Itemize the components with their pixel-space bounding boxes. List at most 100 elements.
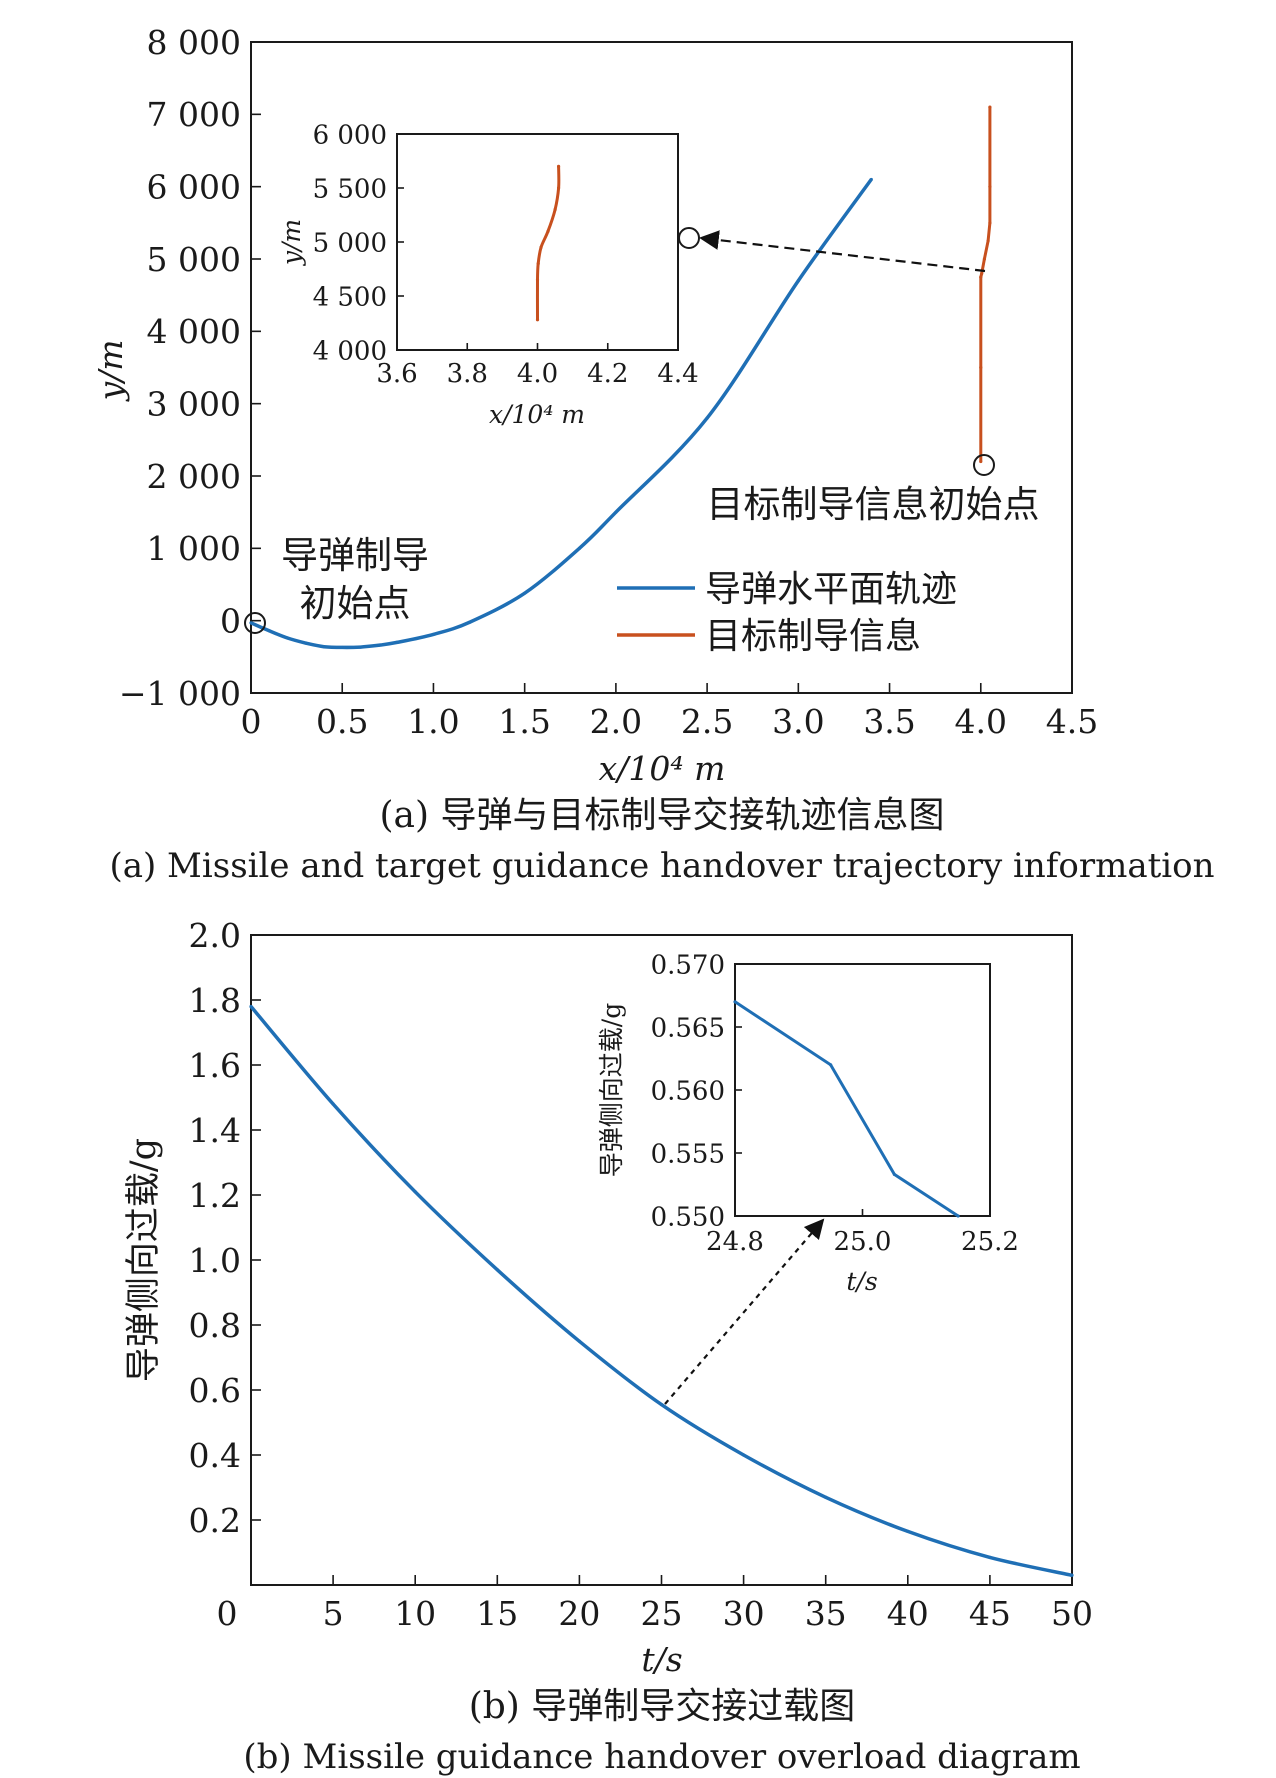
panel-a-plot-frame (250, 41, 1073, 694)
panel-a-series-points (249, 105, 992, 650)
target-guidance-point (988, 105, 992, 109)
panel-b-y-tick-label: 1.8 (189, 981, 241, 1020)
target-guidance-point (988, 185, 992, 189)
panel-a-inset-y-axis-title: y/m (277, 219, 306, 266)
panel-b-x-tick-label: 20 (558, 1594, 600, 1633)
target-guidance-point (979, 365, 983, 370)
missile-trajectory-point (468, 620, 472, 624)
missile-trajectory-point (523, 591, 527, 595)
overload-point (742, 1453, 746, 1457)
panel-a-x-tick-label: 1.5 (498, 702, 550, 741)
panel-a-y-tick-label: 6 000 (147, 168, 241, 207)
panel-b-inset-x-tick-label: 25.0 (834, 1227, 892, 1257)
zoom-arrow (699, 230, 986, 273)
panel-b-y-tick-label: 2.0 (189, 916, 241, 955)
target-guidance-line (979, 107, 992, 462)
overload-point (906, 1529, 910, 1533)
overload-point (659, 1403, 664, 1407)
inset-overload-point (892, 1172, 896, 1177)
overload-point (1070, 1573, 1074, 1577)
panel-a-y-tick-label: 0 (220, 602, 241, 641)
missile-trajectory-point (340, 645, 344, 650)
panel-b-inset-x-tick-label: 24.8 (706, 1227, 764, 1257)
panel-b-inset-y-axis-title: 导弹侧向过载/g (597, 1003, 626, 1177)
panel-b-y-tick-label: 0.8 (189, 1306, 241, 1345)
panel-b-y-tick-label: 0.6 (189, 1371, 241, 1410)
panel-a-x-axis-title: x/10⁴ m (599, 749, 726, 788)
missile-trajectory-point (614, 510, 618, 514)
overload-point (495, 1268, 499, 1272)
legend: 导弹水平面轨迹 目标制导信息 (617, 569, 957, 657)
panel-a-caption-cn: (a) 导弹与目标制导交接轨迹信息图 (380, 795, 945, 836)
missile-start-label-line1: 导弹制导 (281, 534, 429, 577)
zoom-arrow-b (664, 1218, 825, 1405)
inset-overload-line (734, 1000, 959, 1218)
panel-a-caption-en: (a) Missile and target guidance handover… (109, 846, 1214, 886)
panel-a-x-tick-label: 4.5 (1046, 702, 1098, 741)
panel-b-y-axis-title: 导弹侧向过载/g (124, 1138, 164, 1382)
panel-b-x-tick-label: 10 (394, 1594, 436, 1633)
panel-b-inset-x-axis-title: t/s (846, 1267, 877, 1296)
inset-target-point (539, 245, 543, 249)
missile-trajectory-point (267, 629, 271, 633)
panel-a-x-tick-label: 4.0 (955, 702, 1007, 741)
inset-target-line (535, 166, 561, 320)
panel-b-inset-y-tick-label: 0.550 (651, 1202, 725, 1232)
panel-b-inset-series-points (733, 1000, 960, 1218)
panel-b-x-tick-label: 15 (476, 1594, 518, 1633)
panel-a-inset-y-tick-label: 5 500 (313, 174, 387, 204)
panel-b-series-points (249, 1004, 1074, 1577)
missile-trajectory-point (322, 645, 326, 649)
missile-start-label-line2: 初始点 (300, 582, 411, 625)
inset-overload-point (956, 1214, 960, 1218)
target-guidance-point (988, 221, 992, 225)
panel-a-y-axis-title: y/m (91, 339, 130, 402)
panel-a-x-tick-label: 3.0 (772, 702, 824, 741)
target-start-label: 目标制导信息初始点 (707, 483, 1040, 526)
panel-b-y-tick-label: 0.2 (189, 1501, 241, 1540)
inset-target-point (535, 278, 540, 282)
panel-a-x-tick-label: 2.0 (590, 702, 642, 741)
missile-trajectory-point (796, 279, 800, 283)
panel-a-y-tick-label: 2 000 (147, 457, 241, 496)
legend-label-missile: 导弹水平面轨迹 (705, 569, 957, 610)
panel-a-inset-y-tick-label: 4 500 (313, 282, 387, 312)
missile-trajectory-point (395, 640, 399, 644)
panel-a-x-tick-label: 3.5 (863, 702, 915, 741)
panel-a-inset-y-tick-label: 5 000 (313, 228, 387, 258)
panel-b-y-tick-label: 1.4 (189, 1111, 241, 1150)
panel-a-inset-series-points (535, 164, 561, 322)
panel-a-x-tick-label: 2.5 (681, 702, 733, 741)
inset-target-point (553, 208, 557, 212)
panel-a-x-tick-label: 1.0 (407, 702, 459, 741)
panel-b-x-tick-label: 50 (1051, 1594, 1093, 1633)
inset-overload-point (829, 1063, 833, 1067)
panel-b-x-tick-label: 40 (887, 1594, 929, 1633)
missile-start-marker (244, 612, 266, 634)
missile-trajectory-point (285, 636, 290, 640)
panel-b-y-tick-label: 0.4 (189, 1436, 241, 1475)
inset-target-point (546, 229, 550, 233)
legend-label-target: 目标制导信息 (705, 616, 921, 657)
target-guidance-point (980, 271, 984, 276)
panel-b-x-tick-label: 0 (217, 1594, 238, 1633)
inset-target-point (556, 164, 561, 168)
panel-a-inset-ticks: 3.6 3.8 4.0 4.2 4.4 4 000 4 500 5 000 5 500 6 000 (313, 120, 699, 389)
panel-b-x-axis-title: t/s (641, 1640, 682, 1679)
panel-b: 0 5 10 15 20 25 30 35 40 45 50 0.2 0.4 0.6 0.8 1.0 1.2 1.… (124, 916, 1093, 1777)
panel-b-x-tick-label: 5 (323, 1594, 344, 1633)
missile-trajectory-point (358, 645, 363, 649)
inset-target-point (556, 186, 561, 190)
panel-a-inset-y-tick-label: 6 000 (313, 120, 387, 150)
panel-b-ticks: 0 5 10 15 20 25 30 35 40 45 50 0.2 0.4 0.6 0.8 1.0 1.2 1.… (189, 916, 1093, 1633)
panel-a-y-tick-label: 3 000 (147, 385, 241, 424)
missile-trajectory-point (705, 416, 709, 420)
inset-target-point (535, 318, 540, 322)
panel-b-y-tick-label: 1.0 (189, 1241, 241, 1280)
panel-b-y-tick-label: 1.6 (189, 1046, 241, 1085)
panel-b-x-tick-label: 30 (723, 1594, 765, 1633)
panel-b-inset-y-tick-label: 0.555 (651, 1139, 725, 1169)
panel-b-inset-y-tick-label: 0.570 (651, 950, 725, 980)
